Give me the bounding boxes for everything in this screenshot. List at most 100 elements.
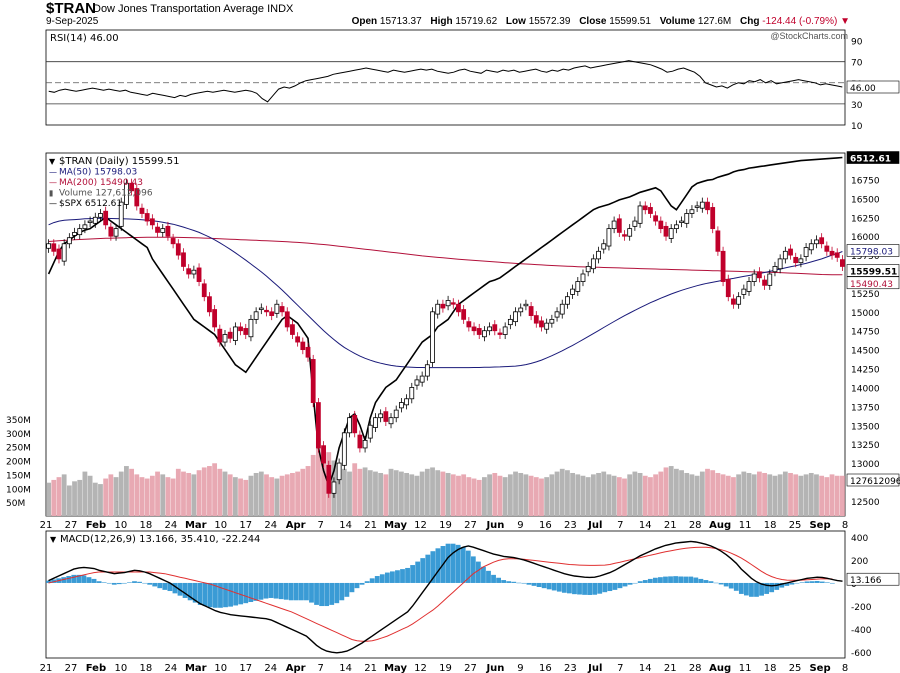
price-tick-label: 16500 bbox=[851, 195, 880, 205]
volume-tick-label: 200M bbox=[6, 458, 31, 468]
volume-bar bbox=[383, 474, 389, 516]
volume-bar bbox=[82, 471, 88, 516]
macd-tick-label: -200 bbox=[851, 603, 872, 613]
macd-histogram-bar bbox=[46, 580, 51, 583]
macd-histogram-bar bbox=[728, 582, 734, 589]
macd-histogram-bar bbox=[602, 582, 608, 593]
macd-histogram-bar bbox=[425, 554, 431, 583]
candle-body bbox=[393, 409, 399, 419]
macd-histogram-bar bbox=[491, 574, 496, 583]
volume-bar bbox=[684, 472, 690, 516]
candle-body bbox=[788, 248, 793, 256]
macd-legend-icon: ▼ bbox=[50, 535, 57, 544]
price-x-label: 14 bbox=[339, 520, 352, 531]
macd-histogram-bar bbox=[445, 543, 451, 583]
macd-histogram-bar bbox=[238, 582, 244, 605]
volume-bar bbox=[668, 466, 674, 516]
macd-histogram-bar bbox=[475, 561, 481, 583]
macd-histogram-bar bbox=[142, 582, 148, 584]
macd-histogram-bar bbox=[809, 581, 815, 583]
volume-bar bbox=[207, 466, 212, 516]
candle-body bbox=[383, 411, 389, 422]
macd-x-label: Jun bbox=[485, 663, 504, 673]
candle-body bbox=[523, 303, 529, 307]
macd-last-value-box bbox=[846, 572, 900, 586]
volume-bar bbox=[196, 470, 202, 516]
macd-histogram-bar bbox=[506, 581, 512, 583]
volume-bar bbox=[736, 474, 742, 516]
macd-histogram-bar bbox=[723, 582, 729, 587]
macd-histogram-bar bbox=[243, 582, 249, 604]
macd-histogram-bar bbox=[824, 582, 830, 583]
macd-histogram-bar bbox=[698, 578, 704, 583]
macd-x-label: 8 bbox=[842, 663, 848, 673]
candle-body bbox=[824, 245, 830, 252]
macd-histogram-bar bbox=[132, 581, 137, 583]
volume-tick-label: 300M bbox=[6, 430, 31, 440]
volume-bar bbox=[533, 477, 539, 516]
volume-bar bbox=[352, 463, 358, 516]
price-x-label: 14 bbox=[639, 520, 652, 531]
volume-bar bbox=[772, 475, 778, 516]
rsi-line bbox=[48, 60, 843, 103]
macd-histogram-bar bbox=[708, 581, 714, 583]
volume-bar bbox=[653, 474, 659, 516]
volume-bar bbox=[341, 468, 347, 516]
macd-histogram-bar bbox=[455, 544, 461, 583]
macd-histogram-bar bbox=[182, 582, 188, 598]
candle-body bbox=[528, 306, 534, 316]
price-x-label: 17 bbox=[239, 520, 252, 531]
candle-body bbox=[559, 303, 565, 315]
macd-histogram-bar bbox=[769, 582, 775, 593]
volume-bar bbox=[788, 472, 793, 516]
ohlc-summary: Open 15713.37 High 15719.62 Low 15572.39… bbox=[352, 16, 850, 27]
price-x-label: 24 bbox=[164, 520, 177, 531]
candle-body bbox=[321, 445, 326, 464]
macd-histogram-bar bbox=[799, 582, 805, 583]
macd-histogram-bar bbox=[263, 582, 269, 599]
macd-x-label: 18 bbox=[140, 663, 153, 673]
volume-bar bbox=[46, 482, 51, 516]
candle-body bbox=[673, 224, 679, 230]
candle-body bbox=[243, 328, 249, 335]
price-x-label: 7 bbox=[317, 520, 323, 531]
volume-bar bbox=[388, 468, 394, 516]
legend-entry: MA(200) 15490.43 bbox=[59, 178, 143, 188]
macd-histogram-bar bbox=[405, 567, 410, 583]
price-x-label: 8 bbox=[842, 520, 848, 531]
macd-histogram-bar bbox=[430, 551, 436, 583]
rsi-tick-label: 70 bbox=[851, 59, 863, 69]
candle-body bbox=[238, 326, 243, 332]
volume-bar bbox=[746, 472, 752, 516]
volume-bar bbox=[373, 471, 378, 516]
macd-histogram-bar bbox=[127, 582, 132, 583]
volume-bar bbox=[450, 474, 456, 516]
candle-body bbox=[808, 243, 814, 251]
macd-histogram-bar bbox=[354, 582, 360, 589]
macd-histogram-bar bbox=[384, 572, 390, 583]
volume-bar bbox=[440, 471, 446, 516]
macd-histogram-bar bbox=[526, 582, 532, 585]
candle-body bbox=[840, 259, 845, 267]
candle-body bbox=[570, 288, 576, 295]
high-value: 15719.62 bbox=[455, 16, 498, 27]
macd-histogram-bar bbox=[218, 582, 223, 608]
macd-histogram-bar bbox=[319, 582, 325, 607]
price-tick-label: 13000 bbox=[851, 460, 880, 470]
candle-body bbox=[144, 213, 150, 222]
volume-bar bbox=[829, 474, 835, 516]
macd-x-label: 27 bbox=[464, 663, 477, 673]
macd-histogram-bar bbox=[213, 582, 218, 608]
volume-bar bbox=[476, 479, 482, 516]
volume-bar bbox=[492, 472, 498, 516]
macd-histogram-bar bbox=[157, 582, 163, 589]
ma200-last-value: 15490.43 bbox=[850, 280, 893, 290]
legend-entry: MA(50) 15798.03 bbox=[59, 168, 137, 178]
macd-histogram-bar bbox=[668, 576, 673, 583]
volume-bar bbox=[627, 474, 633, 516]
macd-x-label: Aug bbox=[709, 663, 731, 673]
price-x-label: 10 bbox=[115, 520, 128, 531]
macd-histogram-bar bbox=[207, 582, 213, 608]
candle-body bbox=[642, 205, 648, 211]
volume-bar bbox=[134, 474, 140, 516]
